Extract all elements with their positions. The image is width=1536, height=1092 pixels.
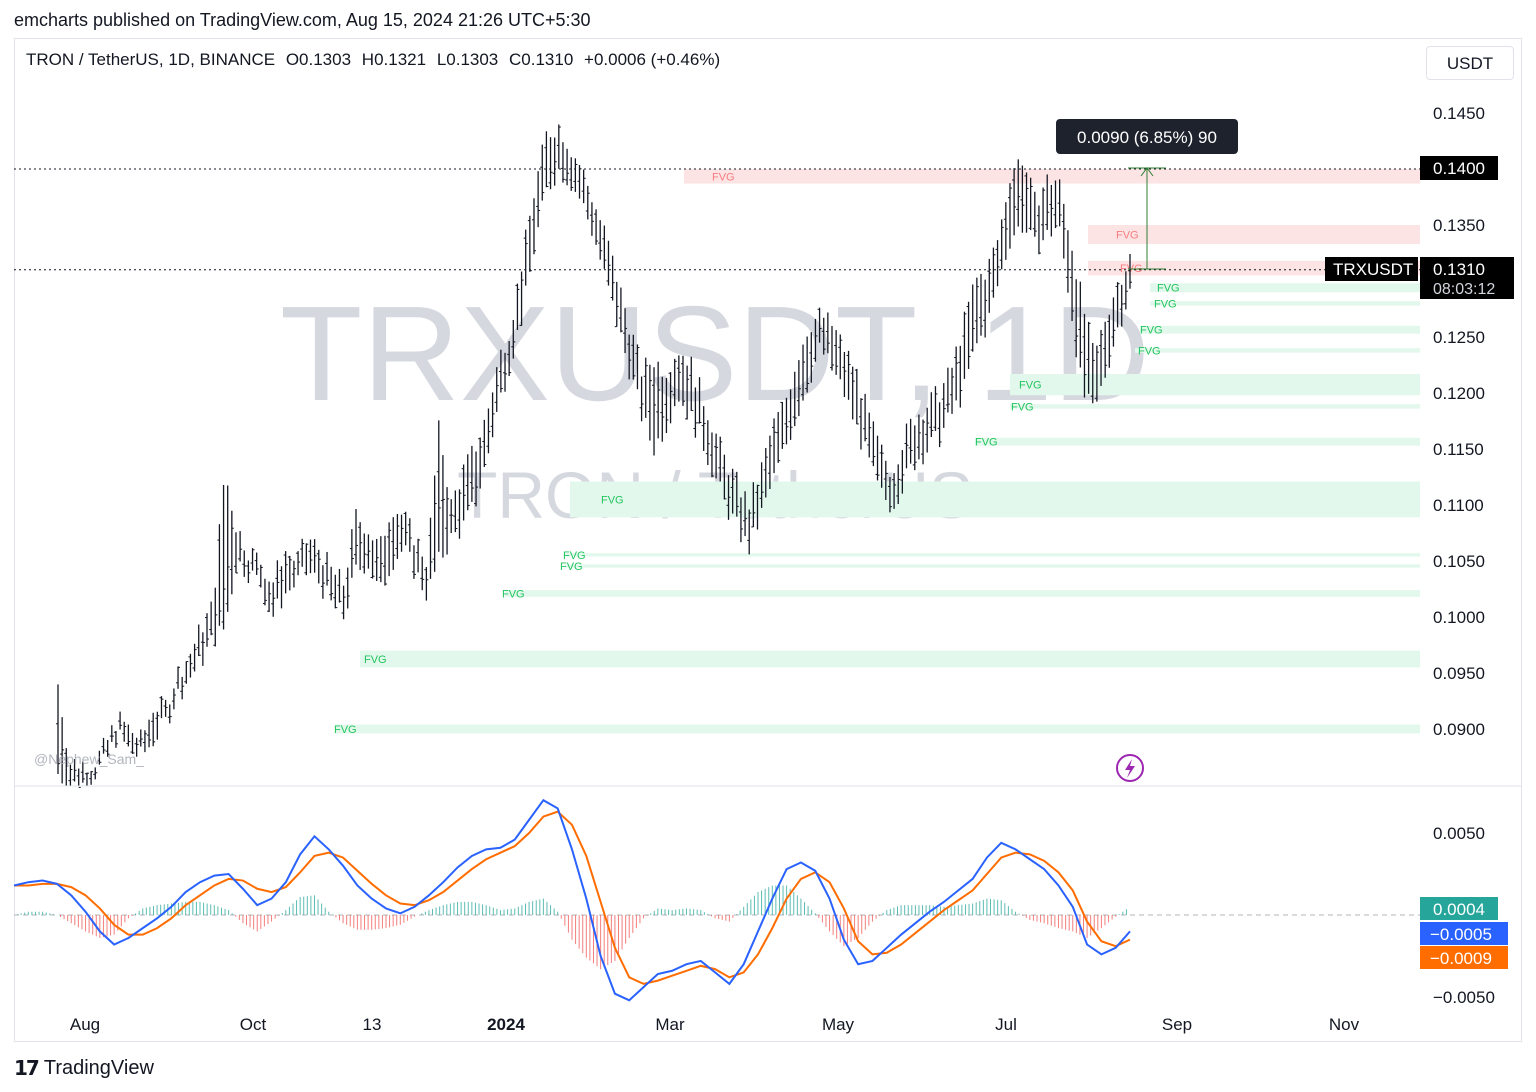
fvg-bull-zone	[1150, 283, 1420, 293]
legend-open: O0.1303	[285, 50, 352, 69]
candles	[56, 124, 1132, 788]
price-tick-label: 0.0900	[1433, 720, 1485, 739]
level-price-box	[1420, 156, 1498, 180]
last-price-box	[1420, 257, 1514, 299]
watermark-symbol: TRXUSDT, 1D	[280, 278, 1150, 429]
time-tick-label: Aug	[70, 1015, 100, 1034]
fvg-label: FVG	[502, 588, 525, 600]
fvg-label: FVG	[712, 171, 735, 183]
macd-signal-line	[14, 810, 1131, 985]
legend-low: L0.1303	[436, 50, 499, 69]
legend-close: C0.1310	[509, 50, 574, 69]
fvg-bull-zone	[335, 724, 1420, 734]
fvg-label: FVG	[601, 494, 624, 506]
fvg-label: FVG	[1157, 283, 1180, 295]
time-tick-label: 2024	[487, 1015, 525, 1034]
lightning-icon[interactable]	[1116, 754, 1144, 782]
legend-change: +0.0006 (+0.46%)	[584, 50, 721, 69]
price-tick-label: 0.1050	[1433, 552, 1485, 571]
legend-high: H0.1321	[361, 50, 427, 69]
currency-selector[interactable]: USDT	[1426, 46, 1514, 80]
fvg-bull-zone	[1150, 301, 1420, 306]
fvg-label: FVG	[1011, 401, 1034, 413]
fvg-label: FVG	[1116, 230, 1139, 242]
macd-line	[13, 798, 1131, 1002]
legend-symbol: TRON / TetherUS, 1D, BINANCE	[26, 50, 276, 69]
price-tick-label: 0.1150	[1433, 440, 1484, 459]
fvg-bull-zone	[1135, 348, 1420, 353]
fvg-label: FVG	[334, 724, 357, 736]
measure-arrowhead	[1140, 167, 1154, 177]
fvg-bull-zone	[1010, 373, 1420, 396]
fvg-label: FVG	[975, 437, 998, 449]
fvg-bull-zone	[565, 553, 1420, 557]
time-tick-label: Sep	[1162, 1015, 1192, 1034]
macd-line-label: −0.0005	[1430, 925, 1492, 944]
time-tick-label: Mar	[655, 1015, 685, 1034]
fvg-label: FVG	[560, 561, 583, 573]
measure-label: 0.0090 (6.85%) 90	[1077, 128, 1217, 147]
fvg-bull-zone	[1010, 404, 1420, 409]
fvg-label: FVG	[563, 550, 586, 562]
chart-frame	[14, 38, 1522, 1042]
countdown-label: 08:03:12	[1433, 281, 1495, 298]
price-tick-label: 0.1450	[1433, 104, 1485, 123]
time-tick-label: May	[822, 1015, 855, 1034]
price-axis[interactable]: 0.14500.14000.13500.13000.12500.12000.11…	[1433, 104, 1485, 739]
macd-signal-label: −0.0009	[1430, 949, 1492, 968]
macd-tick-label: 0.0050	[1433, 824, 1485, 843]
macd-signal-box	[1420, 946, 1508, 969]
fvg-bull-zone	[975, 437, 1420, 446]
price-tick-label: 0.1250	[1433, 328, 1485, 347]
fvg-bull-zone	[505, 590, 1420, 597]
time-tick-label: Oct	[240, 1015, 267, 1034]
fvg-label: FVG	[1154, 298, 1177, 310]
price-tick-label: 0.1200	[1433, 384, 1485, 403]
tradingview-logo-icon: 17	[14, 1056, 40, 1080]
level-price-label: 0.1400	[1433, 159, 1485, 178]
brand-name: TradingView	[43, 1056, 154, 1079]
measure-label-box	[1056, 119, 1238, 154]
fvg-bull-zone	[570, 481, 1420, 518]
macd-line-box	[1420, 922, 1508, 945]
time-tick-label: Jul	[995, 1015, 1017, 1034]
price-tick-label: 0.1100	[1433, 496, 1484, 515]
macd-tick-label: −0.0050	[1433, 988, 1495, 1007]
time-tick-label: 13	[363, 1015, 382, 1034]
last-price-label: 0.1310	[1433, 260, 1485, 279]
macd-hist-box	[1420, 897, 1498, 920]
time-axis[interactable]: Aug Oct 13 2024 Mar May Jul Sep Nov	[70, 1015, 1360, 1034]
author-tag: @Nephew_Sam_	[34, 751, 144, 767]
fvg-label: FVG	[1138, 345, 1161, 357]
fvg-label: FVG	[364, 654, 387, 666]
macd-hist-label: 0.0004	[1433, 900, 1485, 919]
fvg-bull-zone	[1140, 325, 1420, 334]
fvg-bull-zone	[565, 564, 1420, 568]
price-tick-label: 0.0950	[1433, 664, 1485, 683]
symbol-tag-box	[1325, 257, 1418, 281]
fvg-label: FVG	[1019, 380, 1042, 392]
price-tick-label: 0.1350	[1433, 216, 1485, 235]
fvg-zones: FVGFVGFVGFVGFVGFVGFVGFVGFVGFVGFVGFVGFVGF…	[334, 169, 1420, 736]
price-tick-label: 0.1000	[1433, 608, 1485, 627]
fvg-bull-zone	[360, 650, 1420, 668]
horizontal-levels	[14, 168, 1420, 271]
time-tick-label: Nov	[1329, 1015, 1360, 1034]
fvg-bear-zone	[1088, 225, 1420, 245]
tradingview-logo[interactable]: 17 TradingView	[14, 1056, 154, 1080]
symbol-legend: TRON / TetherUS, 1D, BINANCE O0.1303 H0.…	[26, 50, 726, 70]
macd-pane: 0.0050 −0.0050	[13, 798, 1495, 1007]
symbol-tag: TRXUSDT	[1333, 260, 1413, 279]
fvg-label: FVG	[1140, 325, 1163, 337]
fvg-bear-zone	[684, 169, 1420, 184]
lightning-icon-bolt	[1125, 759, 1135, 778]
published-line: emcharts published on TradingView.com, A…	[14, 10, 591, 30]
